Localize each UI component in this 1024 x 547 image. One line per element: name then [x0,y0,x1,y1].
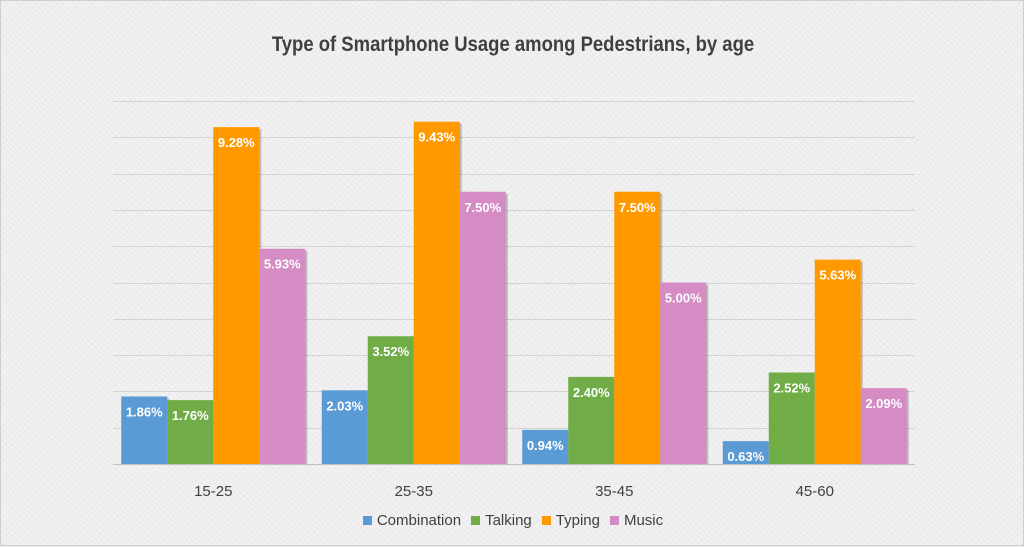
legend-item-typing: Typing [541,512,600,529]
data-label: 5.00% [665,291,702,306]
legend-label: Talking [485,512,532,529]
data-label: 2.40% [573,385,610,400]
legend-label: Typing [555,512,600,529]
bar-talking-35-45 [568,376,615,464]
bar-talking-25-35 [367,336,414,464]
data-label: 1.86% [126,404,163,419]
data-label: 2.52% [773,381,810,396]
legend-swatch [471,516,481,525]
legend-label: Music [623,512,664,529]
data-label: 0.94% [527,438,564,453]
bar-combination-45-60 [722,441,769,464]
bar-combination-35-45 [522,429,569,464]
bar-typing-45-60 [814,259,861,464]
bar-combination-15-25 [121,396,168,464]
bar-music-45-60 [860,388,907,464]
x-tick-label: 45-60 [796,483,834,500]
data-label: 9.43% [418,130,455,145]
legend-swatch [609,516,619,525]
data-label: 9.28% [218,135,255,150]
data-label: 5.63% [819,268,856,283]
x-tick-label: 15-25 [194,483,232,500]
data-label: 7.50% [464,200,501,215]
x-tick-label: 25-35 [395,483,433,500]
legend-item-combination: Combination [362,512,462,529]
bar-music-15-25 [259,248,306,464]
bar-talking-45-60 [768,372,815,464]
data-label: 7.50% [619,200,656,215]
data-label: 1.76% [172,408,209,423]
bar-typing-15-25 [213,127,260,465]
data-label: 2.09% [865,396,902,411]
bar-music-35-45 [660,282,707,464]
bar-talking-15-25 [167,400,214,464]
bar-typing-25-35 [413,121,460,464]
chart-title: Type of Smartphone Usage among Pedestria… [271,33,755,56]
legend-swatch [362,516,372,525]
bar-typing-35-45 [614,191,661,464]
data-label: 5.93% [264,257,301,272]
data-label: 2.03% [326,398,363,413]
legend-item-music: Music [609,512,664,529]
legend-swatch [541,516,551,525]
bar-combination-25-35 [321,390,368,464]
legend-label: Combination [376,512,462,529]
x-tick-label: 35-45 [595,483,633,500]
legend: Combination Talking Typing Music [1,512,1024,529]
data-label: 3.52% [372,344,409,359]
legend-item-talking: Talking [471,512,532,529]
bar-music-25-35 [459,191,506,464]
data-label: 0.63% [727,449,764,464]
